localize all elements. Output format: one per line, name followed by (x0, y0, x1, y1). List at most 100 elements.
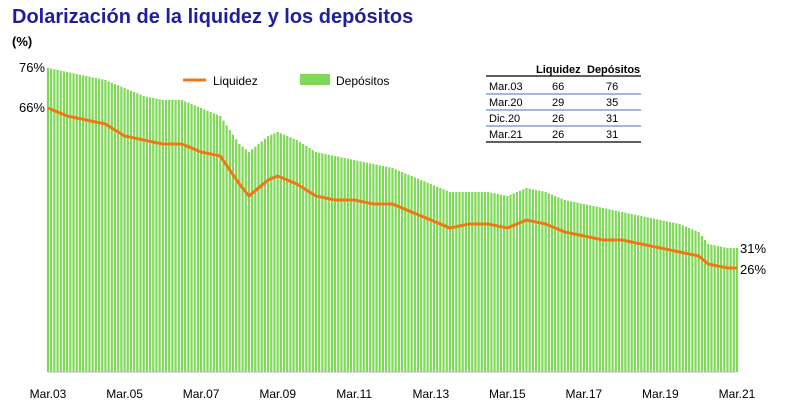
summary-table: Liquidez Depósitos Mar.03 66 76 Mar.20 2… (486, 64, 641, 143)
deposit-bar (656, 219, 659, 372)
table-cell-period: Mar.03 (489, 81, 523, 93)
deposit-bar (404, 173, 407, 372)
deposit-bar (346, 158, 349, 372)
deposit-bar (381, 166, 385, 372)
deposit-bar (279, 133, 282, 372)
deposit-bar (672, 222, 675, 372)
deposit-bar (522, 189, 525, 372)
deposit-bar (707, 244, 710, 372)
deposit-bar (538, 190, 541, 372)
deposit-bar (601, 208, 605, 372)
x-tick-label: Mar.15 (489, 387, 526, 401)
deposit-bar (598, 207, 601, 372)
deposit-bar (665, 221, 668, 372)
deposit-bar (305, 146, 308, 372)
deposit-bar (515, 192, 518, 372)
x-tick-label: Mar.09 (259, 387, 296, 401)
deposit-bar (282, 134, 286, 372)
x-tick-label: Mar.03 (30, 387, 67, 401)
deposit-bar (158, 99, 161, 372)
deposit-bar (321, 153, 324, 372)
deposit-bar (286, 136, 289, 372)
deposit-bar (359, 161, 362, 372)
deposit-bar (203, 109, 206, 372)
deposit-bar (69, 72, 72, 373)
deposit-bar (713, 245, 716, 372)
deposit-bar (327, 154, 330, 372)
deposit-bar (260, 141, 263, 372)
deposit-bar (196, 106, 200, 373)
deposit-bar (531, 189, 534, 372)
deposit-bar (681, 225, 684, 372)
deposit-bar (426, 182, 429, 372)
legend: Liquidez Depósitos (183, 74, 389, 88)
deposit-bar (413, 177, 416, 372)
deposit-bar (400, 172, 404, 372)
deposit-bar (579, 203, 582, 372)
liquidity-series-line (47, 106, 737, 270)
x-tick-label: Mar.21 (719, 387, 756, 401)
deposit-bar (241, 146, 244, 372)
deposit-bar (423, 181, 426, 372)
deposit-bar (668, 222, 672, 372)
x-tick-label: Mar.13 (412, 387, 449, 401)
legend-liquidez-label: Liquidez (213, 74, 258, 88)
deposit-bar (292, 138, 295, 372)
deposit-bar (528, 188, 531, 372)
deposit-bar (129, 90, 133, 373)
deposit-bar (330, 155, 333, 372)
table-cell-depositos: 76 (606, 81, 618, 93)
deposit-bar (270, 134, 273, 372)
deposit-bar (174, 100, 177, 372)
deposit-bar (416, 178, 420, 372)
deposit-bar (493, 193, 496, 372)
deposit-bar (356, 160, 359, 372)
table-row: Mar.21 26 31 (489, 129, 618, 141)
deposit-bar (107, 81, 110, 372)
deposit-bar (56, 70, 59, 372)
deposit-bar (659, 220, 662, 372)
deposit-bar (499, 194, 503, 372)
deposit-bar (164, 100, 168, 372)
deposit-bar (171, 100, 174, 372)
deposit-bar (257, 144, 260, 372)
deposit-bar (633, 214, 637, 372)
deposit-bar (506, 196, 509, 372)
table-row: Mar.03 66 76 (489, 81, 618, 93)
deposit-bar (662, 220, 665, 372)
deposit-bars (46, 68, 739, 373)
deposit-bar (582, 204, 585, 372)
deposit-bar (225, 125, 228, 372)
table-cell-depositos: 31 (606, 129, 618, 141)
x-tick-label: Mar.11 (336, 387, 372, 401)
deposit-bar (643, 216, 646, 372)
deposit-bar (410, 176, 413, 372)
unit-label: (%) (12, 34, 33, 49)
deposit-bar (120, 86, 123, 373)
deposit-bar (624, 212, 627, 372)
table-cell-period: Dic.20 (489, 113, 520, 125)
table-row: Dic.20 26 31 (489, 113, 618, 125)
deposit-bar (394, 169, 397, 372)
deposit-bar (646, 217, 649, 372)
deposit-bar (732, 248, 735, 372)
deposit-bar (541, 191, 544, 372)
deposit-bar (710, 244, 713, 372)
value-annotation: 31% (740, 241, 766, 256)
table-cell-period: Mar.21 (489, 129, 523, 141)
chart-title: Dolarización de la liquidez y los depósi… (12, 6, 414, 28)
deposit-bar (311, 150, 314, 372)
deposit-bar (678, 224, 681, 372)
x-tick-label: Mar.07 (183, 387, 220, 401)
deposit-bar (142, 96, 145, 372)
deposit-bar (649, 218, 652, 372)
deposit-bar (308, 148, 311, 372)
deposit-bar (59, 70, 62, 373)
deposit-bar (503, 195, 506, 372)
liquidity-line (47, 106, 737, 270)
deposit-bar (145, 96, 148, 373)
deposit-bar (193, 105, 196, 372)
deposit-bar (72, 73, 75, 372)
deposit-bar (200, 108, 203, 372)
deposit-bar (563, 200, 566, 372)
